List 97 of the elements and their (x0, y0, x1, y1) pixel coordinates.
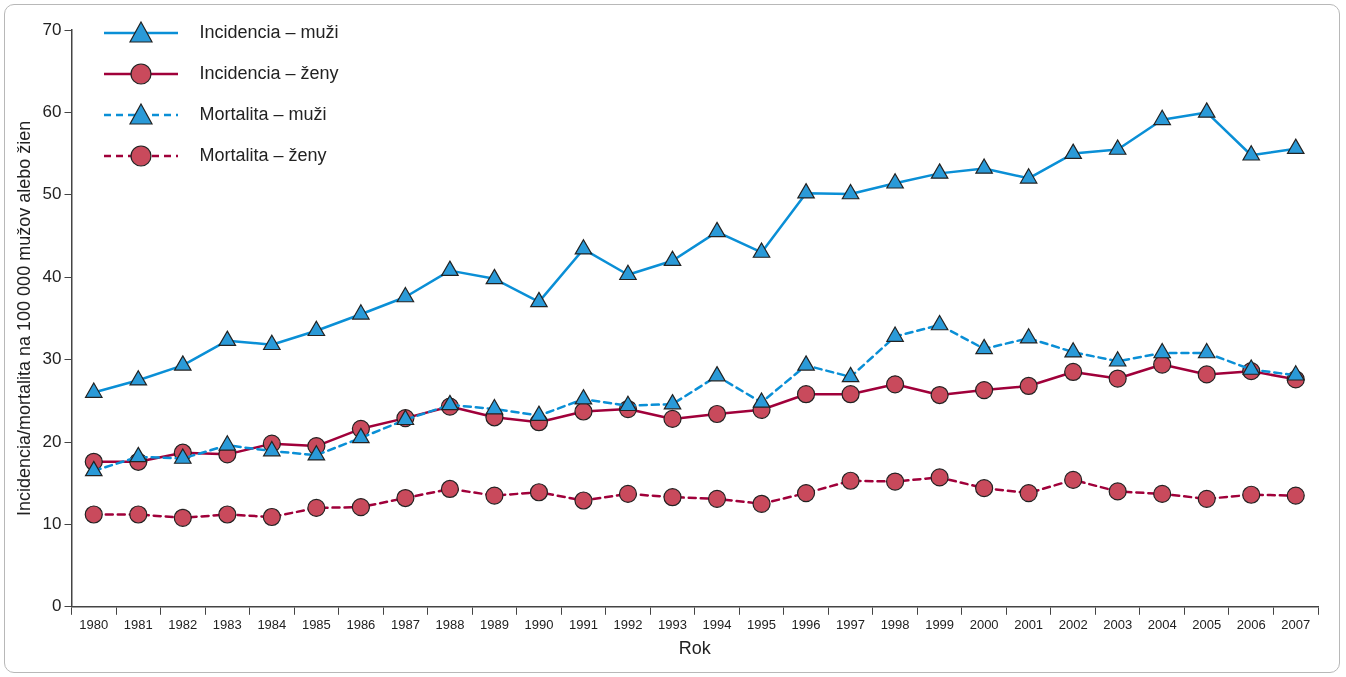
point (619, 395, 637, 412)
point (886, 173, 904, 189)
point (218, 435, 237, 451)
point (841, 183, 860, 200)
x-tick-label: 1983 (212, 617, 242, 633)
y-tick-label: 10 (42, 514, 62, 534)
point (619, 264, 637, 281)
x-tick-label: 1994 (702, 617, 732, 633)
x-tick-label: 1999 (925, 617, 955, 633)
point (1019, 168, 1038, 184)
x-tick-label: 1990 (524, 617, 554, 633)
point (841, 366, 860, 383)
x-tick-label: 1984 (257, 617, 287, 633)
point (663, 394, 682, 410)
point (307, 445, 326, 461)
x-tick-label: 1980 (79, 617, 109, 633)
y-axis-title: Incidencia/mortalita na 100 000 mužov alebo žien (13, 120, 34, 517)
x-tick-label: 1992 (613, 617, 643, 633)
point (1242, 359, 1261, 375)
y-tick-label: 40 (42, 266, 62, 286)
x-tick-label: 1997 (836, 617, 866, 633)
legend-label: Mortalita – muži (199, 104, 327, 125)
x-tick-label: 1996 (791, 617, 821, 633)
point (263, 334, 281, 351)
point (886, 326, 904, 342)
point (1064, 143, 1082, 159)
y-tick-label: 70 (42, 19, 62, 39)
point (1153, 342, 1172, 359)
point (263, 440, 281, 457)
y-tick-label: 60 (42, 102, 62, 122)
x-tick-label: 1988 (435, 617, 465, 633)
point (84, 382, 103, 398)
point (84, 460, 103, 477)
point (129, 370, 148, 386)
x-tick-label: 1989 (479, 617, 509, 633)
point (530, 405, 548, 421)
point (1019, 328, 1038, 344)
x-tick-label: 1986 (346, 617, 376, 633)
point (441, 394, 459, 411)
x-tick-label: 1998 (880, 617, 910, 633)
point (752, 242, 771, 258)
x-tick-label: 2001 (1014, 617, 1044, 633)
point (1108, 139, 1127, 155)
point (396, 286, 415, 303)
point (930, 314, 949, 331)
legend-label: Incidencia – ženy (199, 63, 339, 84)
y-tick-label: 20 (42, 431, 62, 451)
x-tick-label: 1995 (747, 617, 776, 633)
y-tick-label: 50 (42, 184, 62, 204)
point (930, 163, 949, 179)
point (708, 365, 726, 382)
point (530, 291, 548, 308)
point (975, 338, 993, 355)
x-tick-label: 1982 (168, 617, 198, 633)
x-tick-label: 1981 (123, 617, 153, 633)
point (129, 446, 148, 463)
x-tick-label: 1987 (390, 617, 420, 633)
point (574, 239, 593, 255)
point (1197, 102, 1216, 118)
point (1286, 365, 1305, 381)
x-tick-label: 1993 (658, 617, 687, 633)
point (1153, 109, 1172, 126)
x-tick-label: 2004 (1147, 617, 1177, 633)
point (574, 389, 593, 405)
point (663, 250, 682, 267)
y-tick-label: 0 (52, 596, 62, 616)
point (173, 355, 192, 371)
point (352, 427, 370, 444)
x-tick-label: 2003 (1103, 617, 1133, 633)
point (797, 183, 815, 199)
point (1108, 351, 1127, 367)
point (218, 330, 237, 346)
point (485, 268, 504, 285)
point (352, 304, 370, 320)
x-tick-label: 2002 (1058, 617, 1088, 633)
legend-label: Incidencia – muži (199, 22, 339, 43)
x-tick-label: 2007 (1281, 617, 1311, 633)
x-tick-label: 1991 (569, 617, 598, 633)
point (708, 221, 726, 238)
point (441, 260, 459, 276)
y-tick-label: 30 (42, 349, 62, 369)
point (173, 448, 192, 464)
x-tick-label: 2005 (1192, 617, 1222, 633)
point (752, 392, 771, 408)
x-axis-title: Rok (678, 638, 712, 659)
legend-label: Mortalita – ženy (199, 145, 327, 166)
point (307, 320, 326, 337)
x-tick-label: 2006 (1236, 617, 1266, 633)
point (975, 158, 993, 174)
x-tick-label: 1985 (301, 617, 331, 633)
point (1064, 342, 1082, 358)
point (485, 398, 504, 415)
point (1197, 342, 1216, 359)
point (1286, 138, 1305, 155)
point (797, 355, 815, 371)
x-tick-label: 2000 (969, 617, 999, 633)
point (1242, 145, 1261, 161)
